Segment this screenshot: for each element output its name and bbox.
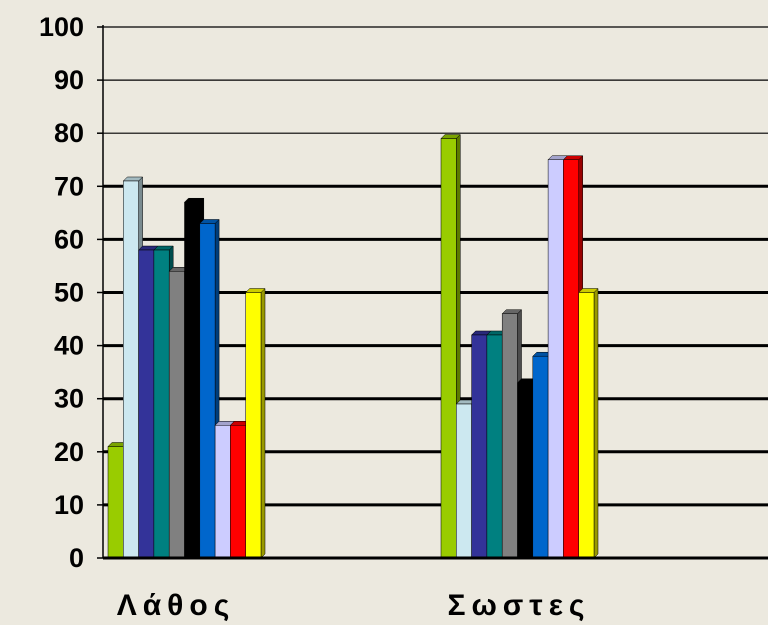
bar-front [138,249,155,559]
y-tick-label-0: 0 [69,543,84,573]
bar-front [563,159,579,559]
y-tick-label-70: 70 [54,171,84,201]
bar-front [153,249,170,559]
bar-front [517,382,534,559]
y-tick-label-80: 80 [54,118,84,148]
x-tick-label-2: Σωστες [447,589,590,622]
bar-front [486,334,503,559]
bar-front [123,180,139,559]
bar-front [107,446,124,559]
axes [97,25,768,560]
bar-front [578,292,595,559]
bar-front [230,425,246,559]
y-tick-label-40: 40 [54,331,84,361]
bar-front [501,313,518,559]
labels: 0 10 20 30 40 50 60 70 80 90 100 Λάθος Σωστες [39,12,590,622]
bar-front [532,355,549,559]
y-tick-label-30: 30 [54,384,84,414]
bar-front [199,223,216,559]
y-tick-label-90: 90 [54,65,84,95]
bar-front [168,271,185,559]
bar-front [471,334,488,559]
y-tick-label-50: 50 [54,278,84,308]
y-tick-label-60: 60 [54,224,84,254]
bar-Λάθος-10 [245,287,266,559]
x-tick-label-1: Λάθος [117,589,236,622]
y-tick-label-10: 10 [54,490,84,520]
bar-side [593,287,599,559]
bar-front [456,403,472,559]
bar-front [184,201,201,559]
bar-Σωστες-10 [578,287,599,559]
bar-front [214,425,231,559]
y-tick-label-100: 100 [39,12,84,42]
bar-front [547,159,564,559]
bar-front [245,292,262,559]
y-tick-label-20: 20 [54,437,84,467]
bar-side [260,287,266,559]
bar-front [440,138,457,559]
bars [107,133,599,559]
